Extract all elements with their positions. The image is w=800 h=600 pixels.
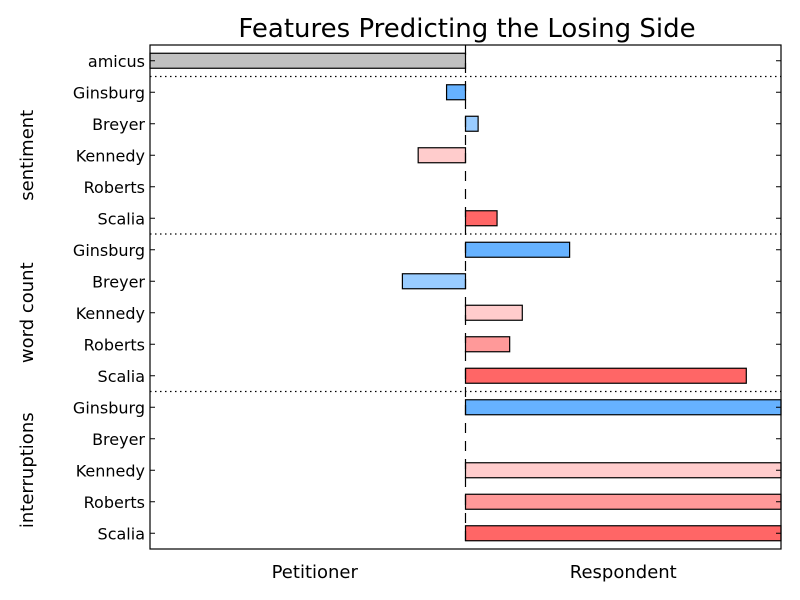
bar-word-count-scalia xyxy=(464,367,747,384)
x-category-respondent: Respondent xyxy=(570,562,677,583)
y-tick-label: Scalia xyxy=(98,524,145,543)
y-tick-label: amicus xyxy=(88,52,145,71)
bar-sentiment-kennedy xyxy=(417,147,467,164)
bar-interruptions-roberts xyxy=(464,493,782,510)
bar-interruptions-ginsburg xyxy=(464,399,782,416)
chart-title: Features Predicting the Losing Side xyxy=(238,14,695,44)
bar-word-count-roberts xyxy=(464,336,511,353)
bar-sentiment-scalia xyxy=(464,210,498,227)
y-tick-label: Ginsburg xyxy=(73,241,145,260)
bar-amicus xyxy=(149,52,467,69)
y-tick-label: Kennedy xyxy=(76,146,145,165)
group-label-sentiment: sentiment xyxy=(17,110,38,201)
bar-interruptions-scalia xyxy=(464,525,782,542)
y-tick-label: Roberts xyxy=(84,493,145,512)
y-tick-label: Scalia xyxy=(98,367,145,386)
y-tick-label: Ginsburg xyxy=(73,83,145,102)
x-category-petitioner: Petitioner xyxy=(272,562,359,583)
y-tick-label: Breyer xyxy=(92,115,145,134)
y-tick-label: Scalia xyxy=(98,209,145,228)
bar-word-count-ginsburg xyxy=(464,241,571,258)
bar-interruptions-kennedy xyxy=(464,462,782,479)
bar-sentiment-ginsburg xyxy=(445,84,467,101)
y-tick-label: Roberts xyxy=(84,335,145,354)
bar-word-count-kennedy xyxy=(464,304,523,321)
y-ticks xyxy=(150,60,781,534)
group-label-word-count: word count xyxy=(17,262,38,363)
y-tick-label: Roberts xyxy=(84,178,145,197)
group-label-interruptions: interruptions xyxy=(17,412,38,528)
y-tick-label: Kennedy xyxy=(76,461,145,480)
y-tick-label: Kennedy xyxy=(76,304,145,323)
plot-frame xyxy=(149,44,782,550)
bar-word-count-breyer xyxy=(401,273,467,290)
y-tick-label: Ginsburg xyxy=(73,398,145,417)
bar-sentiment-breyer xyxy=(464,115,479,132)
y-tick-label: Breyer xyxy=(92,430,145,449)
y-tick-label: Breyer xyxy=(92,272,145,291)
y-tick-labels: amicus Ginsburg Breyer Kennedy Roberts Scalia… xyxy=(73,52,146,544)
group-labels: sentiment word count interruptions xyxy=(17,110,38,528)
